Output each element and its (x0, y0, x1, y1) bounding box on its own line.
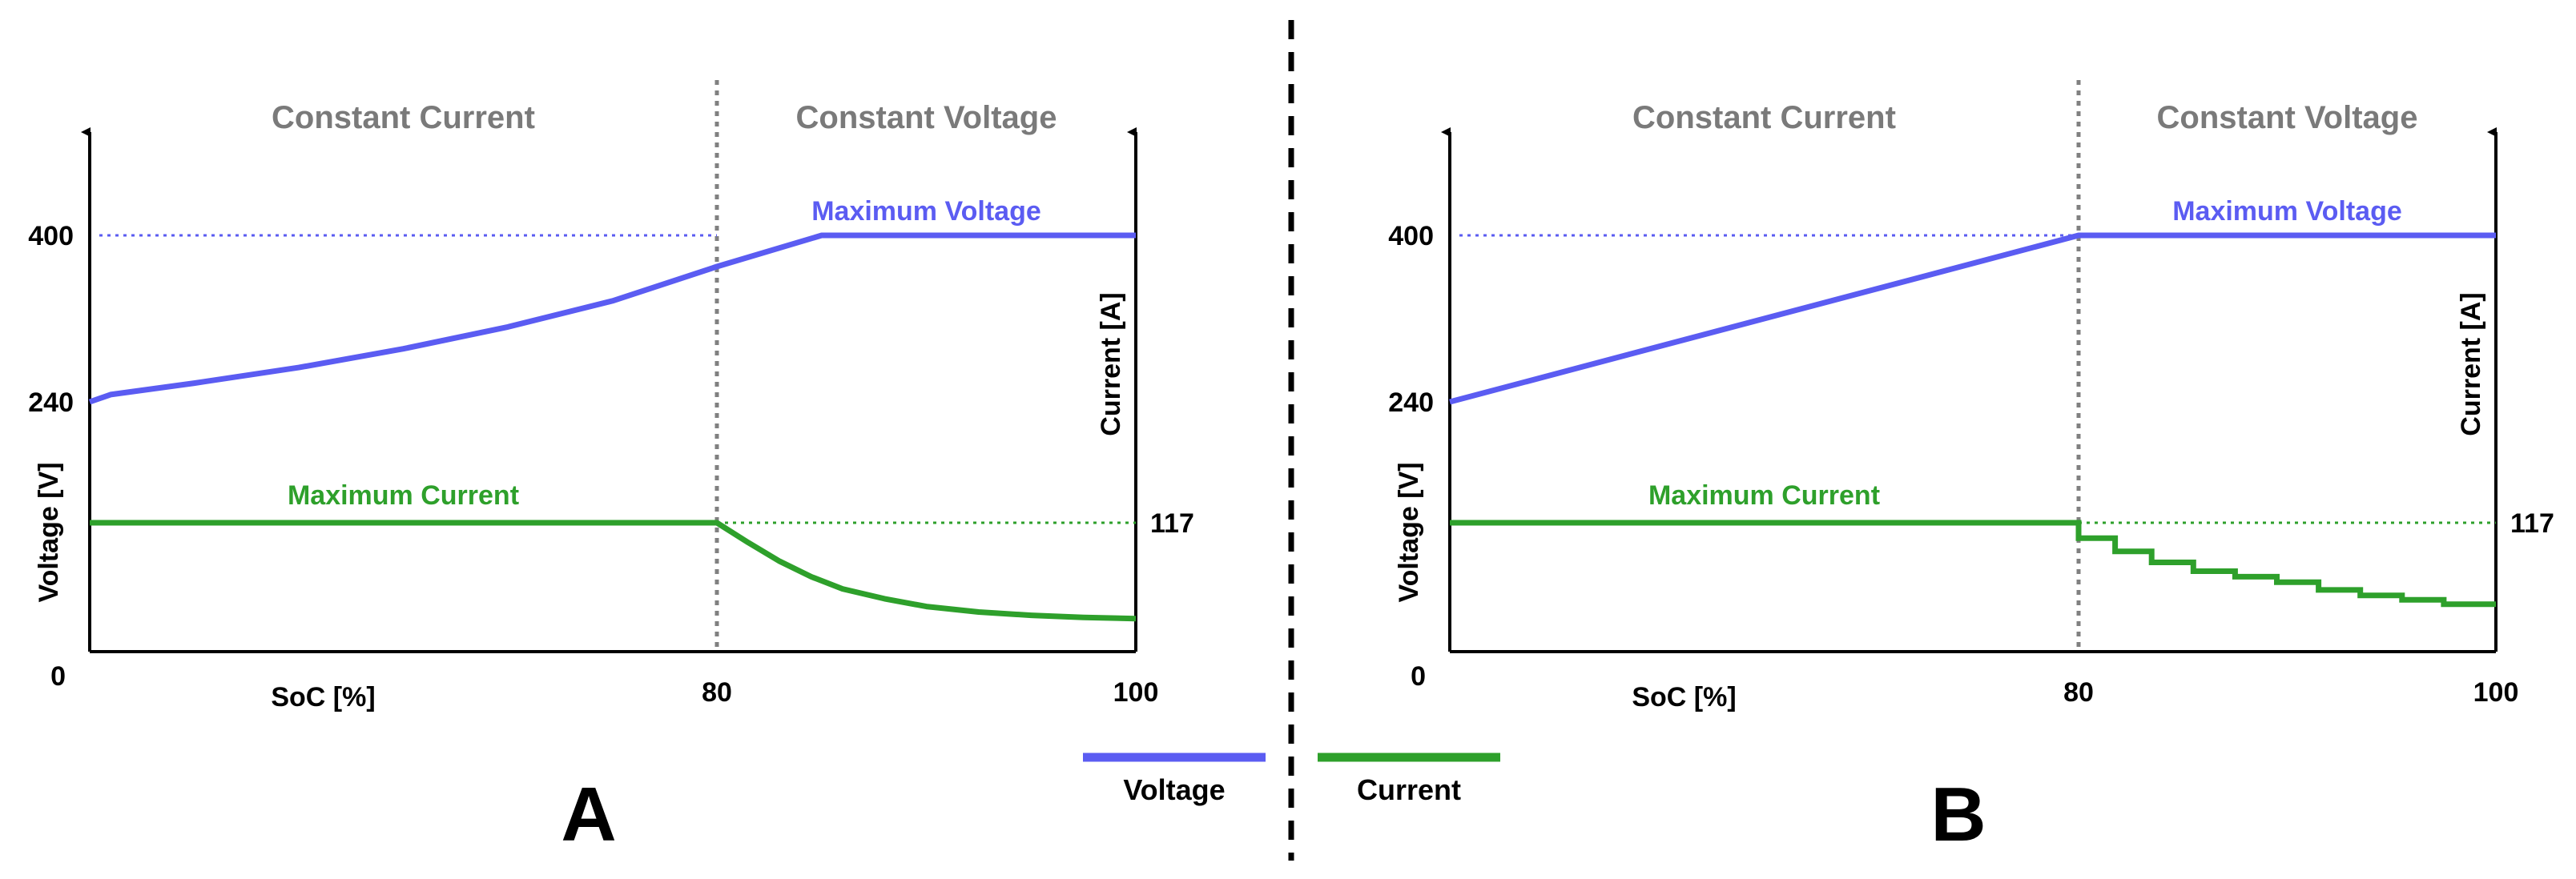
y-axis-label-right: Current [A] (2456, 292, 2486, 435)
x-axis-label: SoC [%] (1632, 682, 1736, 712)
chart-panel-a: Constant Current Constant Voltage Maximum … (28, 80, 1194, 857)
y-tick-label-left: 0 (50, 661, 66, 692)
x-tick-label: 100 (1113, 677, 1159, 708)
x-tick-label: 80 (2063, 677, 2094, 708)
y-axis-label-left: Voltage [V] (34, 462, 64, 602)
legend-current-label: Current (1357, 773, 1461, 806)
current-series-line (1450, 520, 2496, 608)
region-label-constant-voltage: Constant Voltage (2157, 100, 2418, 135)
y-tick-label-left: 400 (1388, 221, 1434, 251)
voltage-series-line (88, 232, 1136, 405)
annotation-maximum-current: Maximum Current (288, 480, 519, 511)
y-tick-label-left: 240 (1388, 387, 1434, 418)
chart-panel-b: Constant Current Constant Voltage Maximum … (1388, 80, 2554, 857)
annotation-maximum-voltage: Maximum Voltage (811, 196, 1041, 227)
annotation-maximum-voltage: Maximum Voltage (2172, 196, 2402, 227)
region-label-constant-voltage: Constant Voltage (796, 100, 1057, 135)
y-tick-label-right: 117 (2510, 508, 2554, 539)
y-tick-label-left: 0 (1411, 661, 1426, 692)
panel-label-b: B (1930, 772, 1986, 857)
region-label-constant-current: Constant Current (272, 100, 535, 135)
legend-voltage-label: Voltage (1123, 773, 1225, 806)
region-label-constant-current: Constant Current (1632, 100, 1896, 135)
annotation-maximum-current: Maximum Current (1648, 480, 1880, 511)
panel-label-a: A (561, 772, 616, 857)
y-axis-label-right: Current [A] (1096, 292, 1126, 435)
x-axis-label: SoC [%] (271, 682, 375, 712)
y-tick-label-left: 400 (28, 221, 74, 251)
x-tick-label: 100 (2473, 677, 2519, 708)
current-series-line (90, 520, 1137, 622)
y-axis-label-left: Voltage [V] (1394, 462, 1424, 602)
voltage-series-line (1449, 232, 2496, 405)
x-tick-label: 80 (702, 677, 732, 708)
y-tick-label-left: 240 (28, 387, 74, 418)
y-tick-label-right: 117 (1150, 508, 1194, 539)
legend: Voltage Current (1083, 753, 1500, 806)
